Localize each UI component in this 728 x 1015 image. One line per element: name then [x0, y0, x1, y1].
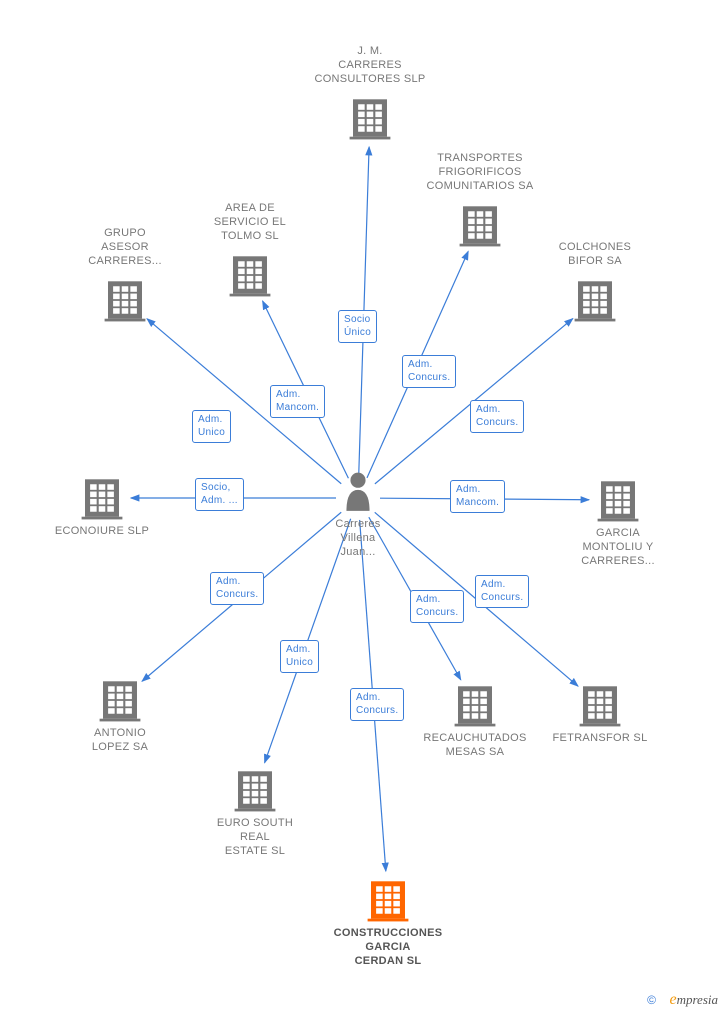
edge-label: Adm. Concurs.: [470, 400, 524, 433]
network-canvas: [0, 0, 728, 1015]
edge-label: Adm. Unico: [280, 640, 319, 673]
edge-label: Adm. Concurs.: [410, 590, 464, 623]
center-person-label: Carreres Villena Juan...: [308, 518, 408, 559]
edge-label: Adm. Concurs.: [210, 572, 264, 605]
copyright-symbol: ©: [647, 993, 656, 1007]
company-node-label[interactable]: CONSTRUCCIONES GARCIA CERDAN SL: [318, 927, 458, 968]
company-node-icon[interactable]: [230, 256, 271, 296]
edge-label: Adm. Mancom.: [270, 385, 325, 418]
company-node-label[interactable]: COLCHONES BIFOR SA: [525, 241, 665, 269]
company-node-icon[interactable]: [460, 206, 501, 246]
company-node-label[interactable]: TRANSPORTES FRIGORIFICOS COMUNITARIOS SA: [410, 152, 550, 193]
company-node-icon[interactable]: [580, 686, 621, 726]
company-node-label[interactable]: GARCIA MONTOLIU Y CARRERES...: [548, 527, 688, 568]
company-node-icon[interactable]: [368, 881, 409, 921]
company-node-label[interactable]: J. M. CARRERES CONSULTORES SLP: [300, 45, 440, 86]
company-node-icon[interactable]: [105, 281, 146, 321]
edge-label: Adm. Concurs.: [402, 355, 456, 388]
company-node-icon[interactable]: [575, 281, 616, 321]
company-node-label[interactable]: ECONOIURE SLP: [32, 525, 172, 539]
edge-label: Adm. Unico: [192, 410, 231, 443]
edge-label: Adm. Concurs.: [475, 575, 529, 608]
brand-logo: empresia: [669, 991, 718, 1009]
company-node-icon[interactable]: [82, 479, 123, 519]
center-person-icon[interactable]: [346, 473, 369, 511]
company-node-icon[interactable]: [598, 481, 639, 521]
company-node-icon[interactable]: [235, 771, 276, 811]
company-node-label[interactable]: ANTONIO LOPEZ SA: [50, 727, 190, 755]
company-node-icon[interactable]: [455, 686, 496, 726]
edge-label: Socio Único: [338, 310, 377, 343]
company-node-icon[interactable]: [350, 99, 391, 139]
company-node-label[interactable]: AREA DE SERVICIO EL TOLMO SL: [180, 202, 320, 243]
company-node-label[interactable]: RECAUCHUTADOS MESAS SA: [405, 732, 545, 760]
edge-label: Adm. Mancom.: [450, 480, 505, 513]
company-node-label[interactable]: FETRANSFOR SL: [530, 732, 670, 746]
edge-label: Adm. Concurs.: [350, 688, 404, 721]
company-node-label[interactable]: EURO SOUTH REAL ESTATE SL: [185, 817, 325, 858]
edge-label: Socio, Adm. ...: [195, 478, 244, 511]
company-node-label[interactable]: GRUPO ASESOR CARRERES...: [55, 227, 195, 268]
company-node-icon[interactable]: [100, 681, 141, 721]
